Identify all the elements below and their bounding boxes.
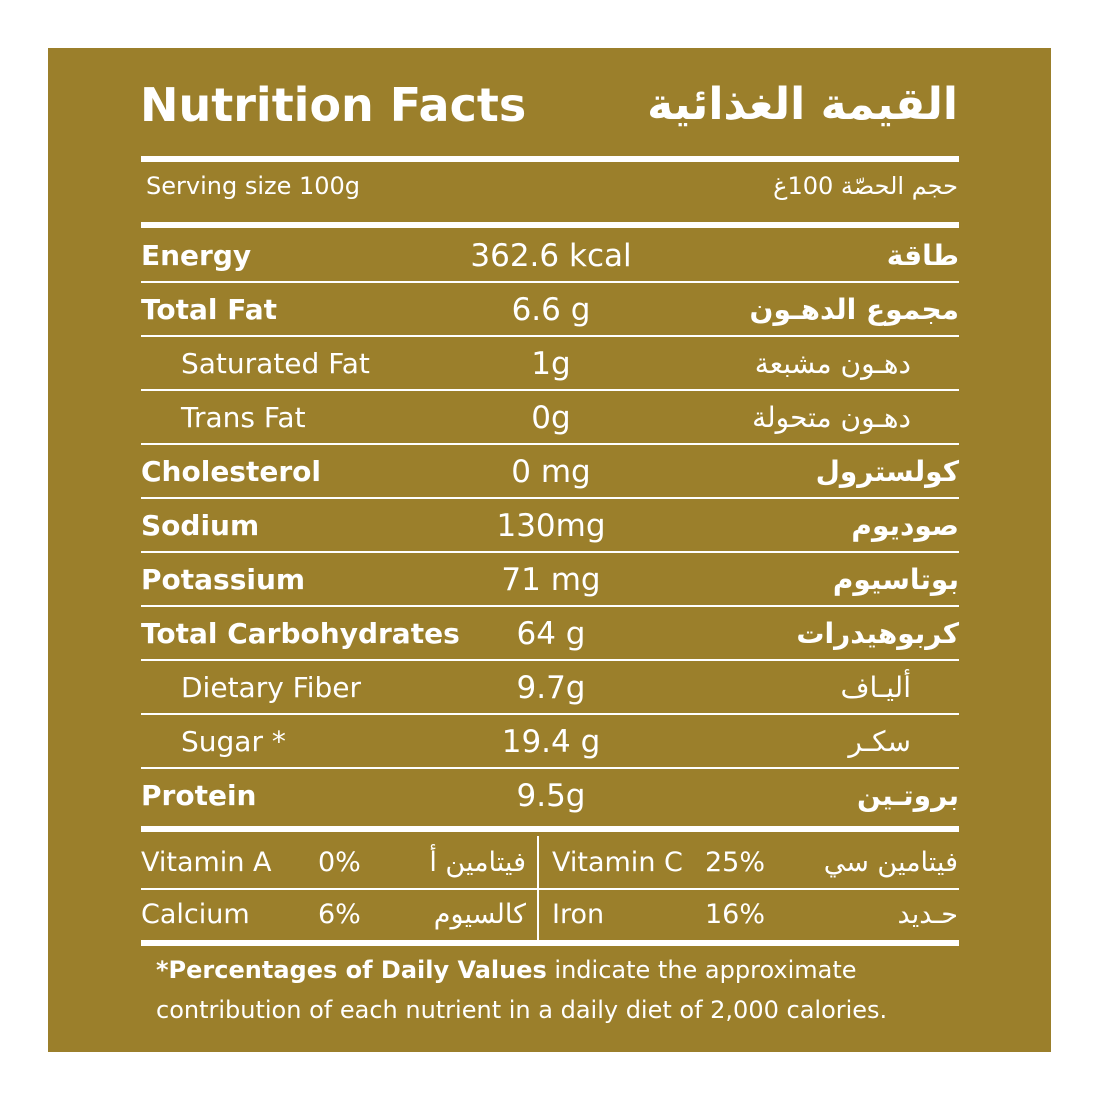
row-divider <box>141 389 959 391</box>
nutrition-facts-panel: Nutrition Facts القيمة الغذائية Serving … <box>48 48 1051 1052</box>
nutrient-value: 1g <box>531 346 571 382</box>
row-divider <box>141 767 959 769</box>
nutrient-row-total-carbohydrates: Total Carbohydrates 64 g كربوهيدرات <box>141 607 959 661</box>
nutrient-value: 71 mg <box>501 562 601 598</box>
nutrient-label: Total Carbohydrates <box>141 617 460 650</box>
nutrient-value: 0 mg <box>511 454 591 490</box>
iron-percent: 16% <box>705 899 766 930</box>
nutrient-label: Sugar * <box>181 725 286 758</box>
serving-size-arabic: حجم الحصّة 100غ <box>773 172 958 200</box>
nutrient-label-arabic: أليـاف <box>840 671 911 704</box>
nutrient-label-arabic: دهـون متحولة <box>752 401 911 434</box>
row-divider <box>141 335 959 337</box>
calcium-percent: 6% <box>318 899 361 930</box>
nutrient-row-sodium: Sodium 130mg صوديوم <box>141 499 959 553</box>
nutrient-row-potassium: Potassium 71 mg بوتاسيوم <box>141 553 959 607</box>
nutrient-row-energy: Energy 362.6 kcal طاقة <box>141 229 959 283</box>
nutrient-label: Protein <box>141 779 257 812</box>
nutrient-label-arabic: سكـر <box>848 725 911 758</box>
nutrient-label-arabic: كربوهيدرات <box>796 617 959 650</box>
nutrient-label-arabic: صوديوم <box>851 509 959 542</box>
iron-label-arabic: حـديد <box>897 899 958 930</box>
serving-size-english: Serving size 100g <box>146 172 361 200</box>
nutrient-row-total-fat: Total Fat 6.6 g مجموع الدهـون <box>141 283 959 337</box>
nutrient-value: 9.7g <box>516 670 586 706</box>
nutrient-value: 0g <box>531 400 571 436</box>
nutrient-label: Trans Fat <box>181 401 306 434</box>
footnote-thick-rule <box>141 940 959 946</box>
vitamin-c-label-arabic: فيتامين سي <box>823 847 958 878</box>
nutrient-value: 19.4 g <box>501 724 601 760</box>
serving-thick-rule <box>141 222 959 228</box>
nutrient-label: Dietary Fiber <box>181 671 362 704</box>
nutrient-label: Sodium <box>141 509 260 542</box>
nutrient-value: 362.6 kcal <box>470 238 632 274</box>
nutrient-label: Total Fat <box>141 293 278 326</box>
nutrient-value: 9.5g <box>516 778 586 814</box>
title-english: Nutrition Facts <box>140 78 527 132</box>
iron-label: Iron <box>552 899 605 930</box>
vitamins-row-divider <box>141 888 959 890</box>
calcium-label-arabic: كالسيوم <box>433 899 526 930</box>
vitamin-c-percent: 25% <box>705 847 766 878</box>
nutrient-label-arabic: دهـون مشبعة <box>754 347 911 380</box>
vitamin-c-label: Vitamin C <box>552 847 683 878</box>
nutrient-label: Saturated Fat <box>181 347 370 380</box>
nutrient-row-trans-fat: Trans Fat 0g دهـون متحولة <box>141 391 959 445</box>
row-divider <box>141 659 959 661</box>
nutrient-label-arabic: كولسترول <box>815 455 959 488</box>
row-divider <box>141 281 959 283</box>
vitamin-a-label-arabic: فيتامين أ <box>429 847 526 878</box>
row-divider <box>141 605 959 607</box>
footnote-text: indicate the approximate contribution of… <box>156 956 888 1024</box>
vitamin-a-percent: 0% <box>318 847 361 878</box>
nutrient-label: Energy <box>141 239 252 272</box>
row-divider <box>141 443 959 445</box>
vitamin-a-label: Vitamin A <box>141 847 272 878</box>
row-divider <box>141 497 959 499</box>
nutrient-value: 64 g <box>516 616 586 652</box>
nutrient-row-dietary-fiber: Dietary Fiber 9.7g أليـاف <box>141 661 959 715</box>
vitamins-column-divider <box>537 836 539 940</box>
nutrient-label-arabic: بروتـين <box>856 779 959 812</box>
nutrient-row-sugar: Sugar * 19.4 g سكـر <box>141 715 959 769</box>
nutrient-row-protein: Protein 9.5g بروتـين <box>141 769 959 823</box>
row-divider <box>141 551 959 553</box>
nutrient-label: Potassium <box>141 563 306 596</box>
nutrient-label-arabic: بوتاسيوم <box>832 563 959 596</box>
vitamins-thick-rule <box>141 826 959 832</box>
row-divider <box>141 713 959 715</box>
nutrient-label-arabic: مجموع الدهـون <box>749 293 959 326</box>
nutrient-value: 6.6 g <box>511 292 591 328</box>
nutrient-value: 130mg <box>496 508 606 544</box>
nutrient-label: Cholesterol <box>141 455 321 488</box>
footnote: *Percentages of Daily Values indicate th… <box>156 950 956 1030</box>
nutrient-label-arabic: طاقة <box>886 239 959 272</box>
nutrient-row-cholesterol: Cholesterol 0 mg كولسترول <box>141 445 959 499</box>
nutrient-row-saturated-fat: Saturated Fat 1g دهـون مشبعة <box>141 337 959 391</box>
footnote-bold: *Percentages of Daily Values <box>156 956 547 984</box>
calcium-label: Calcium <box>141 899 250 930</box>
top-thick-rule <box>141 156 959 162</box>
title-arabic: القيمة الغذائية <box>647 79 958 130</box>
